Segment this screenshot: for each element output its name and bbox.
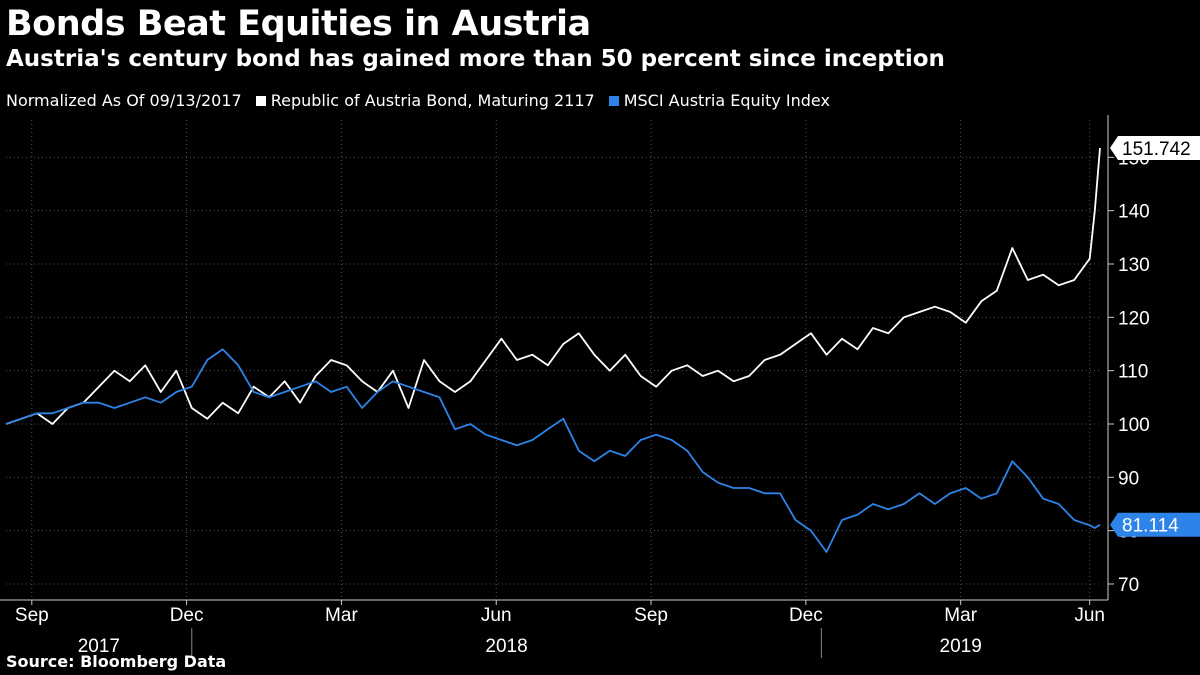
x-tick-label: Sep (634, 605, 668, 626)
y-tick-label: 140 (1118, 202, 1150, 223)
x-tick-label: Dec (170, 605, 204, 626)
x-tick-label: Mar (325, 605, 358, 626)
x-tick-label: Mar (944, 605, 977, 626)
legend-item-equity: MSCI Austria Equity Index (608, 91, 830, 110)
callout-box (1110, 136, 1200, 161)
legend-normalized-note: Normalized As Of 09/13/2017 (6, 91, 242, 110)
y-tick-label: 130 (1118, 255, 1150, 276)
y-tick-label: 70 (1118, 575, 1139, 596)
x-tick-label: Dec (789, 605, 823, 626)
bond-series-line (5, 147, 1101, 425)
legend-swatch-bond (255, 95, 266, 106)
y-tick-label: 90 (1118, 468, 1139, 489)
year-label: 2018 (485, 636, 527, 657)
source-note: Source: Bloomberg Data (6, 652, 227, 671)
x-tick-label: Jun (481, 605, 512, 626)
legend-item-bond: Republic of Austria Bond, Maturing 2117 (255, 91, 595, 110)
y-tick-label: 120 (1118, 308, 1150, 329)
equity-series-line (5, 348, 1101, 553)
legend-label-equity: MSCI Austria Equity Index (623, 91, 830, 110)
legend-swatch-equity (608, 95, 619, 106)
callout-value: 81.114 (1122, 516, 1179, 537)
bond-last-value-callout: 151.742 (1110, 136, 1200, 161)
page-title: Bonds Beat Equities in Austria (6, 4, 591, 44)
x-tick-label: Jun (1074, 605, 1105, 626)
callout-box (1110, 512, 1200, 537)
callout-value: 151.742 (1122, 139, 1191, 160)
year-label: 2019 (940, 636, 982, 657)
legend-label-bond: Republic of Austria Bond, Maturing 2117 (270, 91, 595, 110)
y-tick-label: 110 (1118, 362, 1148, 383)
y-tick-label: 100 (1118, 415, 1150, 436)
page-subtitle: Austria's century bond has gained more t… (6, 46, 945, 72)
equity-last-value-callout: 81.114 (1110, 512, 1200, 537)
year-label: 2017 (78, 636, 120, 657)
legend: Normalized As Of 09/13/2017 Republic of … (6, 91, 830, 110)
x-tick-label: Sep (15, 605, 49, 626)
